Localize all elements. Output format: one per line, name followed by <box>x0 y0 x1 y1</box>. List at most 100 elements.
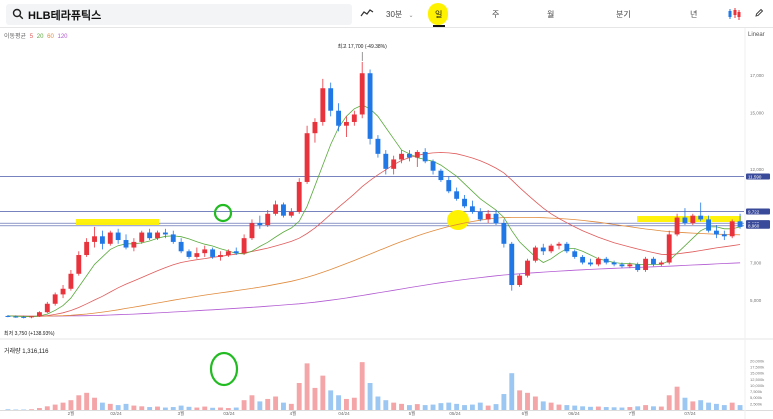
volume-bar <box>76 395 82 410</box>
candle-body <box>721 234 727 237</box>
candle-body <box>36 312 42 317</box>
volume-bar <box>682 397 688 410</box>
tab-month[interactable]: 월 <box>547 10 555 19</box>
candle-body <box>359 73 365 115</box>
ma120-line <box>7 262 741 317</box>
tab-week[interactable]: 주 <box>492 10 500 19</box>
price-tick-label: 17,000 <box>750 73 764 78</box>
volume-tick-label: 5,000k <box>750 395 762 400</box>
volume-bar <box>721 405 727 410</box>
candle-body <box>462 198 467 207</box>
candle-body <box>29 316 34 318</box>
candle-body <box>509 243 515 286</box>
candle-body <box>304 133 310 182</box>
volume-bar <box>422 405 428 410</box>
volume-bar <box>84 392 90 410</box>
moving-average-legend: 이동평균 5 20 60 120 <box>4 31 70 40</box>
interval-select[interactable]: 30분 ⌄ <box>386 9 414 20</box>
price-tick-label: 12,000 <box>750 167 764 172</box>
volume-bar <box>202 406 208 410</box>
candle-body <box>265 213 271 226</box>
volume-bar <box>714 403 719 410</box>
candle-body <box>44 303 50 313</box>
candle-body <box>611 262 617 265</box>
volume-bar <box>611 407 617 410</box>
candle-body <box>446 180 452 192</box>
pen-icon[interactable] <box>754 8 764 18</box>
candle-body <box>155 232 160 239</box>
volume-bar <box>99 402 105 410</box>
candle-body <box>5 315 11 317</box>
candle-body <box>406 153 412 158</box>
volume-bar <box>383 400 389 410</box>
volume-bar <box>344 398 349 410</box>
volume-bar <box>115 405 121 410</box>
volume-bar <box>92 397 97 410</box>
volume-bar <box>540 401 546 410</box>
candle-body <box>619 264 625 267</box>
candle-body <box>170 234 176 242</box>
tab-quarter[interactable]: 분기 <box>616 10 631 19</box>
volume-bar <box>155 406 160 410</box>
candle-body <box>115 232 121 241</box>
candle-body <box>595 258 601 265</box>
candle-body <box>485 213 491 220</box>
volume-bar <box>485 405 491 410</box>
volume-bar <box>580 406 586 410</box>
candle-body <box>706 219 712 231</box>
price-tag-label: 9,722 <box>748 209 760 214</box>
ma5-line <box>7 104 741 318</box>
line-chart-icon[interactable] <box>360 8 374 18</box>
candle-body <box>218 255 223 257</box>
volume-bar <box>454 403 460 410</box>
candle-body <box>249 223 255 239</box>
volume-bar <box>186 406 192 410</box>
volume-bar <box>651 406 656 410</box>
candle-body <box>643 258 649 271</box>
volume-bar <box>619 407 625 410</box>
candle-body <box>540 247 546 252</box>
volume-bar <box>320 375 326 410</box>
volume-bar <box>123 403 129 410</box>
tab-year[interactable]: 년 <box>690 10 698 19</box>
candle-body <box>422 151 428 162</box>
legend-ma20: 20 <box>36 34 44 40</box>
price-tag <box>746 222 770 229</box>
candle-body <box>588 262 593 265</box>
candle-body <box>430 161 436 171</box>
candle-body <box>367 73 373 139</box>
candle-body <box>241 238 247 254</box>
candle-body <box>281 204 286 216</box>
candlestick-icon[interactable] <box>727 8 741 20</box>
search-box[interactable]: HLB테라퓨틱스 <box>6 4 352 25</box>
high-label: 최고 17,700 (-49.38%) <box>338 43 388 50</box>
x-axis-label: 07/24 <box>684 411 696 416</box>
candle-body <box>603 258 609 263</box>
volume-bar <box>52 404 58 410</box>
volume-bar <box>406 405 412 410</box>
volume-bar <box>603 407 609 410</box>
tab-day[interactable]: 일 <box>435 10 443 19</box>
candle-body <box>666 234 672 263</box>
volume-bar <box>60 402 66 410</box>
price-chart[interactable]: 17,00015,00012,0007,0005,00011,5909,7229… <box>0 28 773 419</box>
chevron-down-icon: ⌄ <box>408 13 414 19</box>
ma60-line <box>7 216 741 317</box>
volume-bar <box>556 404 562 410</box>
volume-bar <box>359 362 365 410</box>
volume-bar <box>107 403 113 410</box>
volume-tick-label: 15,000k <box>750 371 764 376</box>
candle-body <box>273 204 279 214</box>
highlight-mark <box>428 3 448 25</box>
volume-bar <box>438 403 444 410</box>
volume-bar <box>218 407 223 410</box>
toolbar: HLB테라퓨틱스 30분 ⌄ 일 주 월 분기 년 <box>0 0 773 28</box>
candle-body <box>580 256 586 263</box>
volume-bar <box>170 407 176 410</box>
legend-ma60: 60 <box>47 34 54 40</box>
candle-body <box>21 316 27 318</box>
legend-title: 이동평균 <box>4 34 27 40</box>
scale-label: Linear <box>748 32 765 38</box>
candle-body <box>60 288 66 295</box>
highlight-band <box>637 216 741 222</box>
